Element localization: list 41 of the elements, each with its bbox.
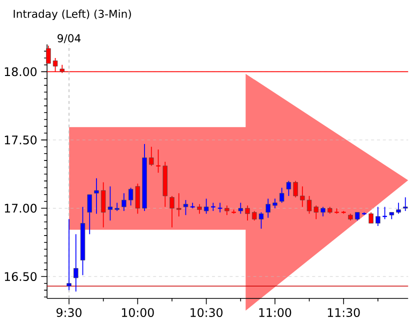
candlestick [286, 180, 292, 196]
candlestick [74, 234, 78, 292]
x-tick-label: 9:30 [56, 308, 82, 317]
x-tick-label: 11:30 [328, 308, 360, 317]
chart-title: Intraday (Left) (3-Min) [14, 9, 131, 20]
candlestick [66, 218, 72, 291]
candlestick [300, 186, 305, 208]
y-tick-label: 18.00 [4, 67, 37, 76]
x-tick-label: 10:00 [122, 308, 154, 317]
candlestick [279, 187, 284, 204]
y-tick-label: 17.00 [4, 204, 37, 213]
candlestick [217, 202, 223, 213]
candlestick [46, 45, 51, 64]
candlestick [245, 205, 250, 221]
candlestick [122, 192, 126, 212]
candlestick [149, 146, 154, 166]
candlestick [170, 195, 174, 228]
candlestick [94, 178, 99, 214]
candlestick [293, 180, 298, 198]
candlestick [266, 198, 270, 218]
candlestick [238, 202, 244, 214]
candlestick [368, 212, 374, 224]
candlestick [87, 194, 92, 235]
candlestick [382, 206, 388, 220]
x-tick-label: 11:00 [259, 308, 292, 317]
candlestick [156, 149, 162, 174]
candlestick [176, 192, 182, 217]
candlestick [272, 198, 278, 209]
candlestick [210, 202, 216, 212]
candlestick [197, 204, 202, 214]
candlestick [396, 202, 401, 214]
y-tick-label: 17.50 [4, 135, 37, 144]
candlestick [204, 198, 209, 214]
candlestick [376, 206, 380, 226]
x-tick-label: 10:30 [190, 308, 222, 317]
ref-line-label: 9/04 [58, 34, 81, 44]
candlestick [403, 196, 408, 212]
candlestick [320, 206, 326, 217]
candlestick [183, 200, 188, 216]
y-tick-label: 16.50 [4, 272, 37, 281]
candlestick [224, 205, 230, 216]
